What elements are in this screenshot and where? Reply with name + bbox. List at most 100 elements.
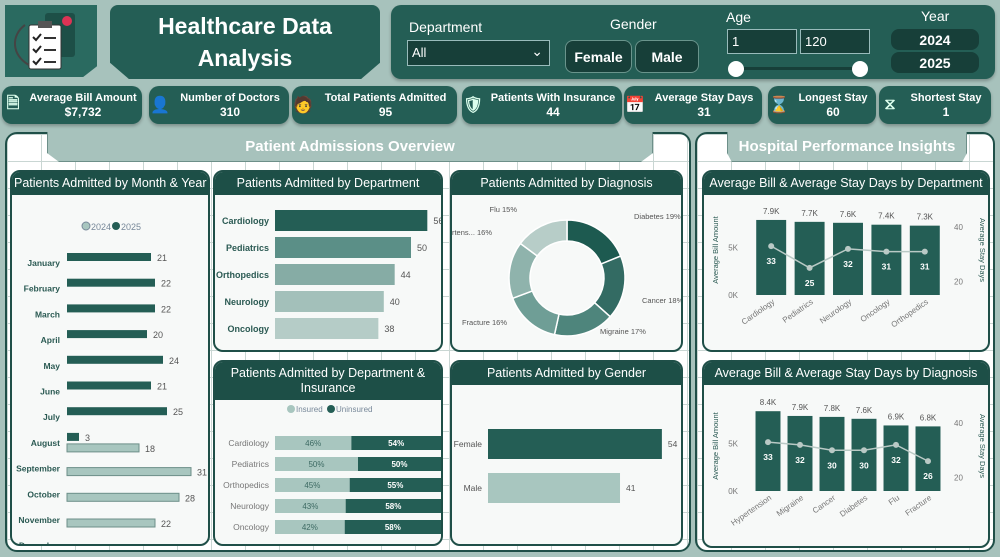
- month-label: July: [43, 412, 60, 422]
- bar-label: 7.4K: [878, 212, 895, 221]
- kpi-card: 🧑 Total Patients Admitted 95: [292, 86, 457, 124]
- data-label: 55%: [387, 481, 403, 490]
- data-label: 28: [185, 493, 195, 503]
- bar: [275, 210, 428, 231]
- stay-label: 32: [891, 455, 901, 465]
- title-line-1: Healthcare Data: [158, 13, 332, 39]
- data-label: 40: [390, 297, 400, 307]
- chart-title: Patients Admitted by Month & Year: [12, 172, 208, 195]
- bar-avg-bill: [833, 222, 863, 295]
- patient-icon: 🧑: [293, 97, 313, 114]
- y-axis-title: Average Bill Amount: [711, 215, 720, 283]
- stay-label: 31: [882, 262, 892, 272]
- data-label: 54: [668, 439, 678, 449]
- data-label: 58%: [385, 502, 401, 511]
- x-tick: Neurology: [818, 297, 853, 325]
- kpi-value: 44: [546, 105, 560, 119]
- bar-uninsured: [344, 520, 441, 534]
- kpi-value: 95: [378, 105, 393, 119]
- clipboard-checklist-stethoscope-icon: [14, 13, 75, 70]
- data-label: 20: [153, 330, 163, 340]
- stay-days-point: [765, 439, 771, 446]
- category-label: Orthopedics: [216, 270, 269, 280]
- chart-title: Patients Admitted by Department & Insura…: [215, 362, 441, 400]
- slice-label: Diabetes 19%: [634, 212, 681, 221]
- month-label: September: [16, 464, 61, 474]
- bar-insured: [275, 457, 358, 471]
- stay-days-point: [921, 248, 928, 255]
- hourglass-icon: ⌛: [769, 97, 789, 114]
- slice-label: Migraine 17%: [600, 327, 646, 336]
- kpi-label: Longest Stay: [798, 92, 868, 104]
- y2-axis-title: Average Stay Days: [978, 218, 987, 282]
- kpi-value: 310: [219, 105, 241, 119]
- bar-2024: [66, 492, 180, 502]
- kpi-label: Number of Doctors: [180, 92, 280, 104]
- category-label: Oncology: [233, 522, 270, 532]
- bar-2024: [66, 443, 140, 453]
- age-slider-max-handle[interactable]: [852, 61, 868, 77]
- stay-days-point: [806, 264, 813, 271]
- donut-slice: [519, 219, 568, 258]
- bar-avg-bill: [787, 415, 813, 491]
- age-slider-min-handle[interactable]: [728, 61, 744, 77]
- legend-2024-marker: [81, 221, 91, 231]
- data-label: 42%: [302, 523, 318, 532]
- bar-2024: [66, 467, 192, 477]
- bar-2025: [67, 304, 155, 313]
- slice-label: Flu 15%: [489, 205, 517, 214]
- year-2025-button[interactable]: 2025: [891, 52, 979, 73]
- stay-days-point: [861, 447, 867, 454]
- month-year-chart: Patients Admitted by Month & Year 2024 202…: [10, 170, 210, 546]
- calendar-icon: 📅: [625, 97, 645, 114]
- gender-chart: Patients Admitted by Gender Female 54 Male 4…: [450, 360, 683, 546]
- doctor-icon: 👤: [150, 97, 170, 114]
- data-label: 24: [169, 356, 179, 366]
- kpi-card: 📅 Average Stay Days 31: [624, 86, 762, 124]
- month-label: December: [19, 541, 61, 546]
- month-label: April: [41, 335, 60, 345]
- kpi-value: $7,732: [64, 105, 102, 119]
- bill-stay-department-chart: Average Bill & Average Stay Days by Depa…: [702, 170, 990, 352]
- stay-label: 26: [923, 471, 933, 481]
- gender-male-button[interactable]: Male: [635, 40, 699, 73]
- stay-days-line: [767, 441, 929, 462]
- data-label: 3: [85, 433, 90, 443]
- bar-label: 7.6K: [856, 406, 873, 415]
- y-tick: 5K: [728, 244, 738, 253]
- category-label: Oncology: [227, 324, 269, 334]
- age-min-input[interactable]: 1: [727, 29, 797, 54]
- overview-section-title: Patient Admissions Overview: [47, 132, 653, 162]
- filter-panel: Department All ⌄ Gender Female Male Age …: [391, 5, 995, 79]
- month-label: January: [27, 258, 60, 268]
- category-label: Cardiology: [228, 438, 269, 448]
- chart-title: Average Bill & Average Stay Days by Depa…: [704, 172, 988, 195]
- kpi-card: 🛡 Patients With Insurance 44: [462, 86, 622, 124]
- data-label: 26: [177, 545, 187, 546]
- data-label: 54%: [388, 439, 404, 448]
- month-label: October: [27, 489, 60, 499]
- department-dropdown[interactable]: All ⌄: [407, 40, 550, 66]
- chart-title: Patients Admitted by Gender: [452, 362, 681, 385]
- y-tick: 5K: [728, 440, 738, 449]
- gender-female-button[interactable]: Female: [565, 40, 632, 73]
- age-max-input[interactable]: 120: [800, 29, 870, 54]
- hourglass-empty-icon: ⧖: [884, 96, 896, 113]
- stay-days-point: [768, 243, 775, 250]
- stay-days-point: [845, 245, 851, 252]
- x-tick: Pediatrics: [781, 297, 815, 325]
- department-insurance-chart: Patients Admitted by Department & Insura…: [213, 360, 443, 546]
- age-slider-track[interactable]: [737, 67, 859, 70]
- bar-label: 7.8K: [824, 404, 841, 413]
- category-label: Pediatrics: [232, 459, 269, 469]
- year-2024-button[interactable]: 2024: [891, 29, 979, 50]
- kpi-card: ⌛ Longest Stay 60: [768, 86, 876, 124]
- x-tick: Orthopedics: [889, 297, 930, 329]
- kpi-value: 31: [697, 105, 711, 119]
- slice-label: Hypertens... 16%: [452, 228, 492, 237]
- bar: [275, 264, 395, 285]
- bar-2025: [67, 407, 167, 416]
- bar-uninsured: [358, 457, 441, 471]
- bar-label: 7.7K: [801, 209, 818, 218]
- bar-2025: [67, 330, 147, 339]
